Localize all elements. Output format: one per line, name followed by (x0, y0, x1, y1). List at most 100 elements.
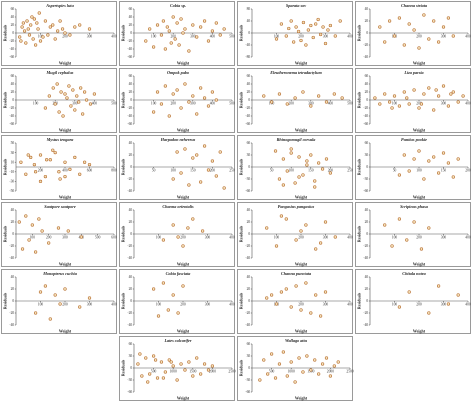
data-point (59, 90, 63, 94)
data-point (163, 47, 167, 51)
data-point (26, 27, 30, 31)
data-point (284, 34, 288, 38)
x-tick-label: 200 (416, 102, 422, 106)
panel-title: Pangasius pangasius (278, 204, 315, 209)
data-point (324, 100, 329, 104)
y-tick-label: 60 (11, 7, 15, 11)
scatter-panel: Aspertspies lutu -60 -40 -20 0 20 40 60 100 200 30… (1, 1, 117, 66)
x-tick-label: 300 (308, 102, 314, 106)
panel-title: Harpadon nehereus (160, 137, 196, 142)
x-tick-label: 150 (190, 169, 196, 173)
data-point (306, 28, 310, 32)
data-point (397, 173, 402, 177)
panel-title: Sparata sov (286, 3, 306, 8)
y-tick-label: -10 (9, 170, 14, 174)
y-tick-label: 40 (247, 208, 251, 212)
x-tick-label: 300 (323, 35, 329, 39)
data-point (29, 23, 33, 27)
data-point (68, 33, 72, 37)
data-point (333, 34, 337, 38)
data-point (281, 157, 285, 161)
data-point (202, 362, 207, 366)
scatter-panel: Harpadon nehereus -40 -20 0 20 40 50 100 150 200 2… (119, 135, 235, 200)
y-tick-label: 0 (130, 232, 132, 236)
y-axis-label: Residuals (357, 225, 362, 242)
data-point (451, 90, 455, 94)
x-tick-label: 300 (87, 35, 93, 39)
x-tick-label: 400 (465, 35, 471, 39)
y-tick-label: 20 (11, 220, 15, 224)
data-point (48, 158, 52, 162)
x-tick-label: 150 (308, 169, 314, 173)
data-point (36, 27, 40, 31)
y-axis-label: Residuals (121, 91, 126, 108)
data-point (159, 102, 164, 106)
data-point (73, 108, 77, 112)
scatter-plot: Mystus tengara -50 -30 -10 10 30 50 200 400 600 80… (3, 137, 117, 200)
y-tick-label: 60 (129, 74, 133, 78)
y-tick-label: 40 (247, 275, 251, 279)
scatter-panel: Sparata sov -80 -40 0 40 80 100 200 300 400 Weight… (237, 1, 353, 66)
scatter-panel: Channa punctata-40-2002040100200300400We… (237, 269, 353, 334)
data-point (148, 372, 152, 376)
scatter-panel: Wallago attu-60-300306050010001500200025… (237, 336, 354, 401)
data-point (456, 293, 460, 297)
data-point (324, 157, 329, 161)
scatter-panel: Channa orientalis -40 -20 0 20 40 100 200 300 400… (119, 202, 235, 267)
data-point (328, 23, 333, 28)
data-point (383, 40, 387, 44)
data-point (273, 149, 278, 153)
data-point (210, 364, 215, 368)
data-point (436, 284, 441, 288)
data-point (412, 157, 416, 161)
data-point (297, 356, 301, 360)
y-tick-label: 20 (129, 153, 133, 157)
scatter-panel: Scripinus phasa -40 -20 0 20 40 100 200 300 400 We… (355, 202, 471, 267)
data-point (407, 22, 411, 26)
y-tick-label: 60 (365, 141, 369, 145)
data-point (199, 180, 203, 184)
y-tick-label: 0 (130, 31, 132, 35)
data-point (461, 94, 465, 98)
y-tick-label: 40 (11, 82, 15, 86)
x-tick-label: 500 (111, 102, 117, 106)
y-tick-label: -30 (9, 180, 14, 184)
y-tick-label: -40 (363, 55, 368, 59)
data-point (309, 311, 313, 315)
data-point (169, 41, 173, 45)
data-point (187, 49, 191, 53)
x-tick-label: 600 (111, 236, 117, 240)
data-point (161, 281, 166, 285)
x-tick-label: 250 (229, 169, 235, 173)
data-point (75, 94, 79, 98)
panel-title: Channa striata (401, 3, 427, 8)
x-axis-label: Weight (59, 329, 72, 334)
y-tick-label: 20 (365, 19, 369, 23)
data-point (422, 92, 426, 96)
data-point (314, 247, 318, 251)
data-point (293, 380, 297, 384)
data-point (63, 287, 67, 291)
y-tick-label: -30 (363, 177, 368, 181)
data-point (159, 360, 164, 364)
data-point (79, 235, 83, 239)
data-point (214, 98, 218, 102)
x-tick-label: 1000 (170, 370, 177, 374)
data-point (402, 153, 406, 157)
data-point (314, 22, 318, 26)
y-tick-label: 40 (129, 141, 133, 145)
data-point (387, 19, 392, 23)
y-tick-label: -20 (127, 244, 132, 248)
data-point (176, 235, 180, 239)
data-point (53, 293, 57, 297)
data-point (21, 21, 25, 25)
data-point (318, 314, 323, 318)
x-tick-label: 500 (269, 370, 275, 374)
y-tick-label: -40 (245, 323, 250, 327)
data-point (84, 98, 89, 102)
data-point (19, 160, 23, 164)
data-point (397, 217, 402, 221)
x-tick-label: 100 (289, 169, 295, 173)
data-point (446, 161, 451, 165)
panel-title: Cobia sp. (170, 3, 186, 8)
